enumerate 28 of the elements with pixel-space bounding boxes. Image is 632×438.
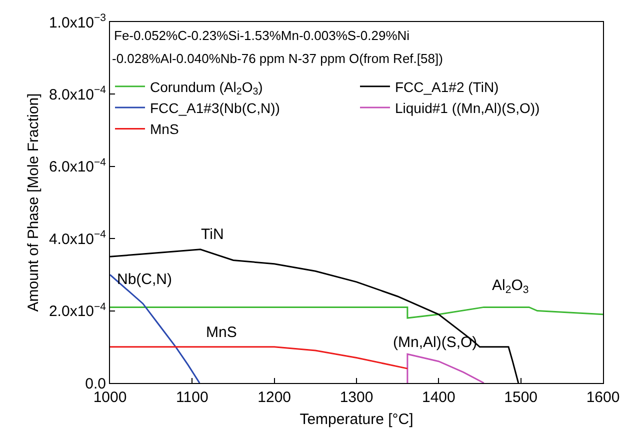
- x-tick-label: 1100: [176, 389, 208, 406]
- y-tick-label: 2.0x10$^{−4}$: [48, 300, 106, 320]
- line-series: [406, 353, 485, 383]
- x-tick-label: 1500: [504, 389, 538, 406]
- x-tick-label: 1600: [586, 389, 620, 406]
- y-tick-label: 4.0x10$^{−4}$: [48, 228, 106, 248]
- y-tick-label: 1.0x10$^{−3}$: [48, 12, 106, 32]
- annotation: Nb(C,N): [117, 271, 172, 288]
- x-tick-label: 1300: [340, 389, 374, 406]
- legend-label: FCC_A1#3(Nb(C,N)): [150, 100, 280, 116]
- annotation: Al$_{2}$O$_{3}$: [492, 277, 529, 296]
- legend-label: Corundum (Al$_{2}$O$_{3}$): [150, 78, 263, 98]
- annotation: Fe-0.052%C-0.23%Si-1.53%Mn-0.003%S-0.29%Ni: [114, 28, 410, 43]
- annotation: MnS: [206, 324, 237, 341]
- annotation: -0.028%Al-0.040%Nb-76 ppm N-37 ppm O(from Ref.[58]): [112, 51, 443, 66]
- y-tick-label: 8.0x10$^{−4}$: [48, 84, 106, 104]
- x-tick-label: 1200: [258, 389, 292, 406]
- annotation: (Mn,Al)(S,O): [393, 334, 478, 351]
- annotation: TiN: [201, 226, 224, 243]
- y-tick-label: 6.0x10$^{−4}$: [48, 156, 106, 176]
- line-series: [110, 306, 603, 319]
- legend-label: FCC_A1#2 (TiN): [395, 78, 499, 95]
- legend-label: Liquid#1 ((Mn,Al)(S,O)): [395, 100, 540, 116]
- line-series: [110, 274, 200, 383]
- y-axis-title: Amount of Phase [Mole Fraction]: [25, 93, 42, 312]
- legend-label: MnS: [150, 121, 179, 138]
- x-axis-title: Temperature [°C]: [300, 411, 414, 428]
- x-tick-label: 1400: [422, 389, 456, 406]
